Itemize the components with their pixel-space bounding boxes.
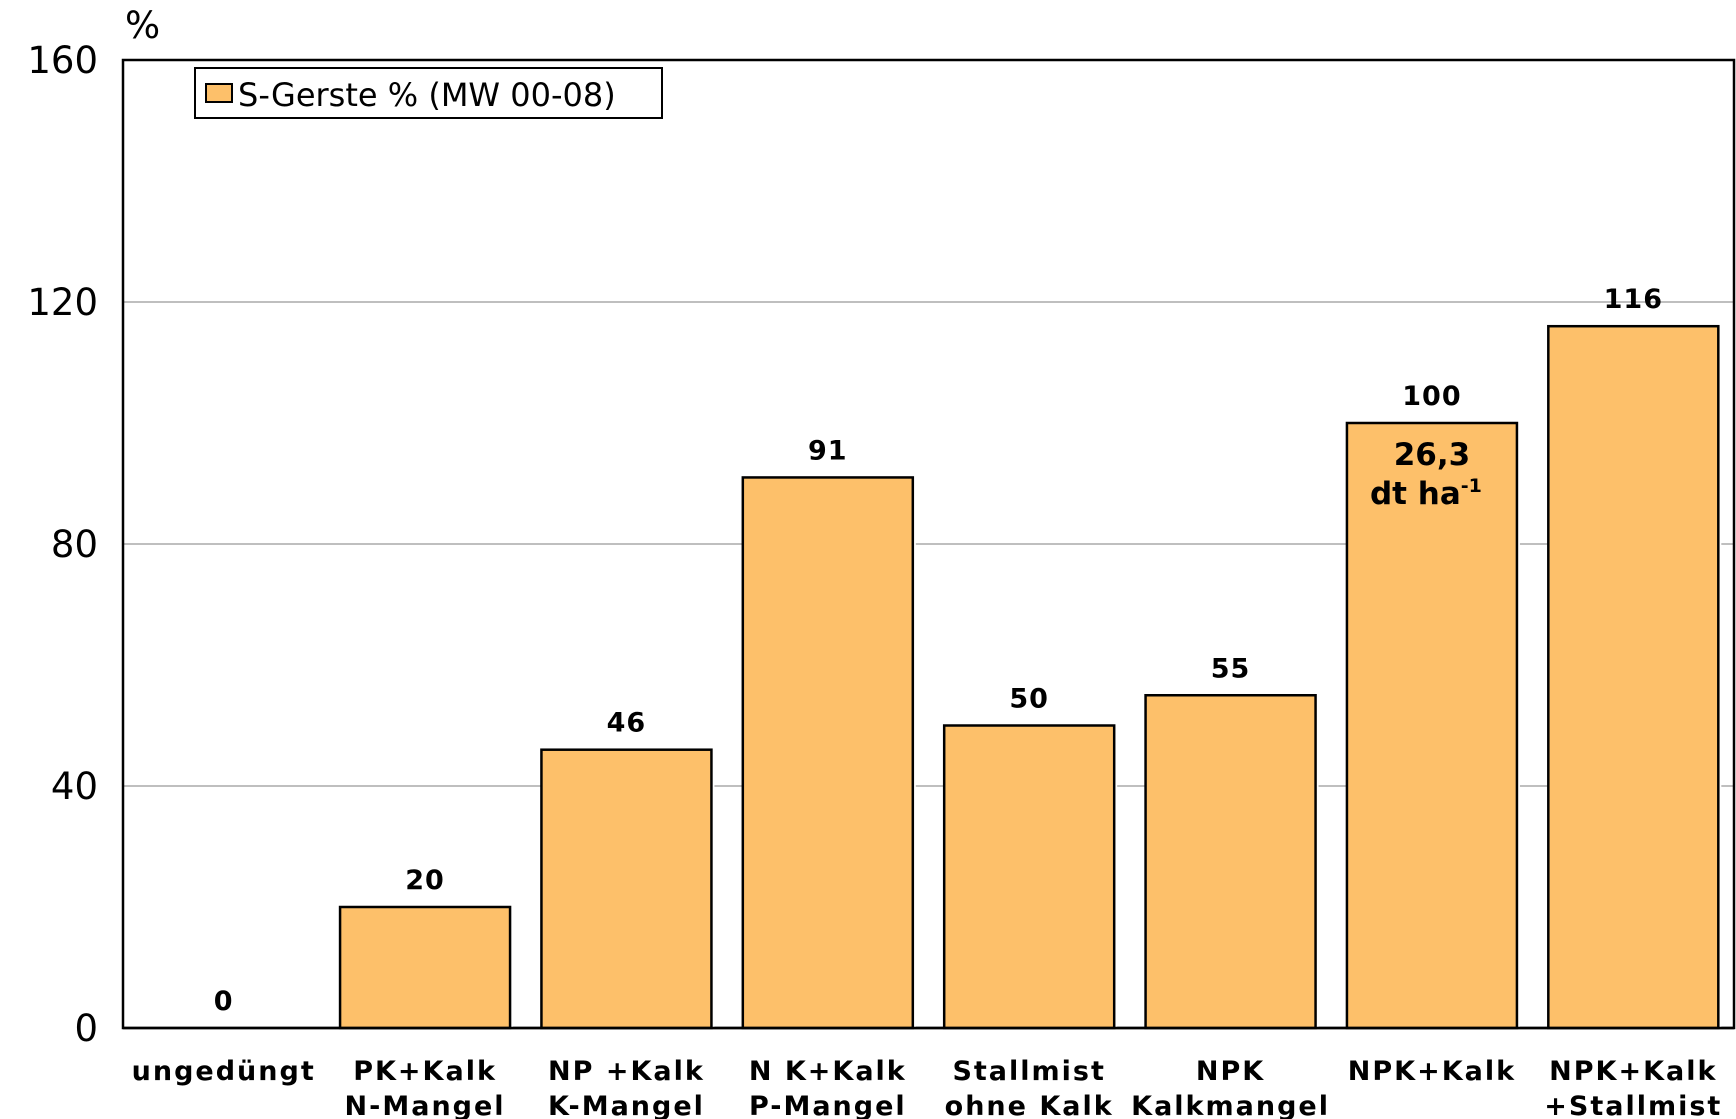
category-label: P-Mangel (749, 1091, 907, 1119)
y-tick-label: 160 (27, 39, 98, 82)
category-label: +Stallmist (1544, 1091, 1722, 1119)
bar (338, 905, 512, 1030)
bar (1345, 421, 1519, 1030)
legend: S-Gerste % (MW 00-08) (194, 67, 663, 119)
category-label: NPK+Kalk (1549, 1056, 1717, 1087)
bar-value-label: 50 (1009, 684, 1049, 715)
bar (741, 476, 915, 1030)
legend-series-label: S-Gerste % (MW 00-08) (238, 76, 616, 114)
bar (1547, 324, 1720, 1030)
y-axis-unit-label: % (125, 4, 160, 47)
category-label: NPK (1196, 1056, 1265, 1087)
bar-value-label: 55 (1211, 653, 1251, 684)
category-label: ungedüngt (132, 1056, 316, 1087)
category-label: N K+Kalk (749, 1056, 907, 1087)
bar-value-label: 91 (808, 435, 848, 466)
legend-box (194, 67, 663, 119)
category-label: Kalkmangel (1131, 1091, 1330, 1119)
category-label: Stallmist (952, 1056, 1105, 1087)
bar (540, 748, 713, 1030)
annotation-value: 26,3 (1394, 437, 1471, 473)
bar-value-label: 46 (607, 708, 647, 739)
category-label: ohne Kalk (945, 1091, 1114, 1119)
category-label: N-Mangel (345, 1091, 506, 1119)
bar (942, 724, 1116, 1030)
category-labels: ungedüngt PK+Kalk N-Mangel NP +Kalk K-Mangel… (132, 1056, 1722, 1119)
category-label: PK+Kalk (353, 1056, 497, 1087)
bar-value-label: 0 (214, 986, 234, 1017)
bars (338, 324, 1722, 1030)
value-labels: 0 20 46 91 50 55 100 116 (214, 284, 1663, 1017)
annotation-superscript: -1 (1461, 475, 1482, 497)
bar-value-label: 20 (405, 865, 445, 896)
y-tick-label: 80 (51, 523, 98, 566)
bar-value-label: 116 (1604, 284, 1663, 315)
category-label: K-Mangel (548, 1091, 705, 1119)
category-label: NP +Kalk (548, 1056, 705, 1087)
bar (1144, 694, 1317, 1030)
y-tick-label: 0 (74, 1007, 98, 1050)
y-tick-label: 40 (51, 765, 98, 808)
bar-value-label: 100 (1402, 381, 1461, 412)
y-tick-label: 120 (27, 281, 98, 324)
category-label: NPK+Kalk (1348, 1056, 1516, 1087)
y-axis-ticks: 0 40 80 120 160 (27, 39, 98, 1050)
legend-swatch (205, 83, 233, 103)
